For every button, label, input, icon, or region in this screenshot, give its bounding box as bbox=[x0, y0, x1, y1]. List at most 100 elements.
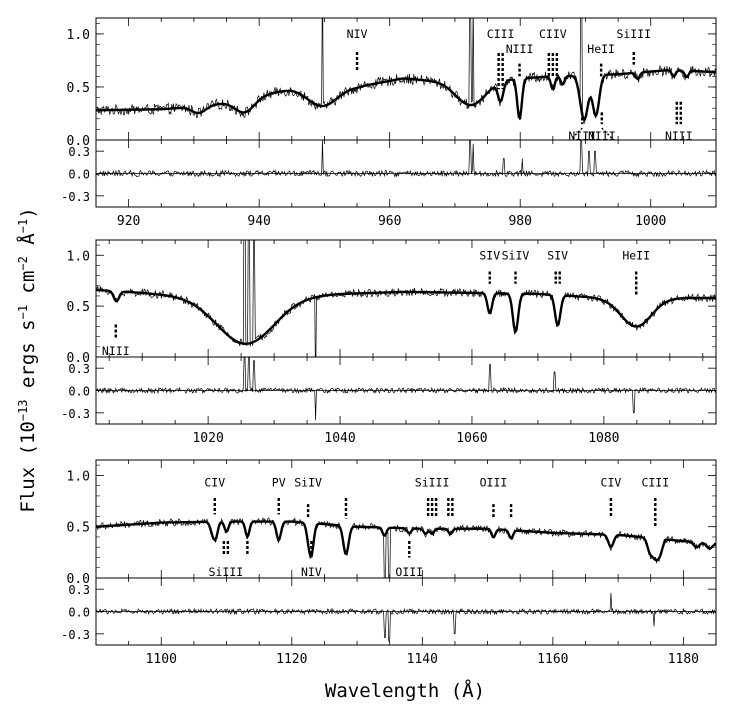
line-id-heii: HeII bbox=[587, 42, 615, 77]
line-id-niii: NIII bbox=[102, 324, 130, 358]
x-tick-label: 1000 bbox=[635, 214, 666, 229]
flux-y-tick-label: 0.0 bbox=[67, 134, 90, 149]
line-id-label: HeII bbox=[622, 248, 650, 262]
line-id-label: NIV bbox=[301, 565, 322, 579]
line-id-label: CIIV bbox=[539, 27, 567, 41]
line-id-label: NIII bbox=[588, 129, 616, 143]
resid-y-tick-label: -0.3 bbox=[61, 190, 90, 204]
line-id-label: CIV bbox=[204, 476, 225, 490]
x-tick-label: 1040 bbox=[324, 431, 355, 446]
y-axis-title-sup: −2 bbox=[16, 256, 30, 270]
flux-y-tick-label: 0.5 bbox=[67, 81, 90, 96]
line-id-siv: SIV bbox=[547, 248, 568, 284]
x-tick-label: 960 bbox=[378, 214, 401, 229]
line-id-niii: NIII bbox=[588, 112, 616, 143]
line-id-label: NIV bbox=[347, 27, 368, 41]
x-tick-label: 940 bbox=[247, 214, 270, 229]
line-id-siiii: SiIII bbox=[415, 476, 449, 517]
flux-y-tick-label: 0.0 bbox=[67, 351, 90, 366]
flux-y-tick-label: 0.0 bbox=[67, 572, 90, 587]
y-axis-title-part: ergs s bbox=[17, 319, 39, 399]
line-id-siiv: SiIV bbox=[502, 248, 530, 284]
line-id-label: PV bbox=[272, 476, 286, 490]
spectrum-panel-3: 1100 1120 1140 1160 11800.00.51.00.30.0-0.3C… bbox=[61, 459, 717, 667]
x-tick-label: 1180 bbox=[668, 652, 699, 667]
line-id-ciii: CIII bbox=[641, 476, 669, 527]
line-id-label: SiIII bbox=[209, 565, 244, 579]
y-axis-title-sup: −1 bbox=[16, 305, 30, 319]
line-id-label: CIV bbox=[601, 476, 622, 490]
line-id-civ: CIV bbox=[601, 476, 622, 517]
model-fit-line bbox=[96, 520, 716, 562]
x-axis-title: Wavelength (Å) bbox=[325, 679, 485, 702]
y-axis-title-part: cm bbox=[17, 271, 39, 305]
line-id-label: SiIV bbox=[294, 476, 322, 490]
line-id-label: SiIV bbox=[502, 248, 530, 262]
x-tick-label: 1100 bbox=[146, 652, 177, 667]
model-fit-line bbox=[96, 69, 716, 122]
line-id-label: CIII bbox=[641, 476, 669, 490]
line-id-siiii: SiIII bbox=[209, 541, 244, 579]
observed-spectrum-line bbox=[96, 18, 716, 125]
y-axis-title-part: ) bbox=[17, 207, 39, 218]
line-id-ciii: CIII bbox=[487, 27, 515, 90]
line-id-label: SIV bbox=[547, 248, 568, 262]
line-id-oiii: OIII bbox=[395, 541, 423, 579]
line-id-label: SiIII bbox=[616, 27, 651, 41]
flux-y-tick-label: 1.0 bbox=[67, 249, 90, 264]
resid-y-tick-label: 0.3 bbox=[68, 583, 90, 597]
line-id-niv: NIV bbox=[347, 27, 368, 72]
x-tick-label: 1080 bbox=[588, 431, 619, 446]
y-axis-title-sup: −13 bbox=[16, 399, 30, 421]
flux-y-tick-label: 1.0 bbox=[67, 469, 90, 484]
residual-line bbox=[96, 357, 716, 421]
x-tick-label: 920 bbox=[117, 214, 140, 229]
x-tick-label: 980 bbox=[508, 214, 531, 229]
y-axis-title: Flux (10−13 ergs s−1 cm−2 Å−1) bbox=[16, 207, 39, 512]
line-id-label: OIII bbox=[480, 476, 508, 490]
x-tick-label: 1160 bbox=[537, 652, 568, 667]
line-id-siiii: SiIII bbox=[616, 27, 651, 65]
line-id-niii: NIII bbox=[506, 42, 534, 77]
line-id-label: HeII bbox=[587, 42, 615, 56]
line-id-label: NIII bbox=[568, 129, 596, 143]
resid-y-tick-label: 0.3 bbox=[68, 145, 90, 159]
resid-y-tick-label: 0.3 bbox=[68, 362, 90, 376]
flux-panel-frame bbox=[95, 459, 717, 579]
resid-y-tick-label: 0.0 bbox=[68, 385, 90, 399]
x-tick-label: 1020 bbox=[192, 431, 223, 446]
line-id-pv: PV bbox=[272, 476, 286, 515]
line-id-label: CIII bbox=[487, 27, 515, 41]
resid-y-tick-label: 0.0 bbox=[68, 168, 90, 182]
line-id-label: OIII bbox=[395, 565, 423, 579]
y-axis-title-sup: −1 bbox=[16, 219, 30, 233]
y-axis-title-main: Flux (10 bbox=[17, 421, 39, 513]
x-tick-label: 1140 bbox=[407, 652, 438, 667]
line-id-label: SIV bbox=[479, 248, 500, 262]
y-axis-title-part: Å bbox=[16, 233, 39, 256]
line-id-ciiv: CIIV bbox=[539, 27, 567, 77]
resid-y-tick-label: -0.3 bbox=[61, 407, 90, 421]
line-id-heii: HeII bbox=[622, 248, 650, 296]
resid-y-tick-label: 0.0 bbox=[68, 606, 90, 620]
line-id-niii: NIII bbox=[665, 101, 693, 143]
line-id-label: NIII bbox=[506, 42, 534, 56]
line-id-civ: CIV bbox=[204, 476, 225, 515]
line-id-label: NIII bbox=[102, 344, 130, 358]
flux-y-tick-label: 1.0 bbox=[67, 28, 90, 43]
line-id-siv: SIV bbox=[479, 248, 500, 284]
residual-line bbox=[96, 140, 716, 178]
line-id-oiii: OIII bbox=[480, 476, 508, 519]
residual-line bbox=[96, 592, 716, 642]
flux-y-tick-label: 0.5 bbox=[67, 521, 90, 536]
resid-y-tick-label: -0.3 bbox=[61, 628, 90, 642]
flux-y-tick-label: 0.5 bbox=[67, 300, 90, 315]
line-id-label: NIII bbox=[665, 129, 693, 143]
line-id-siiv: SiIV bbox=[294, 476, 322, 519]
line-id-niv: NIV bbox=[301, 541, 322, 579]
spectrum-panel-2: 1020 1040 1060 10800.00.51.00.30.0-0.3NIIIS… bbox=[61, 239, 717, 446]
line-id-niii: NIII bbox=[568, 112, 596, 143]
